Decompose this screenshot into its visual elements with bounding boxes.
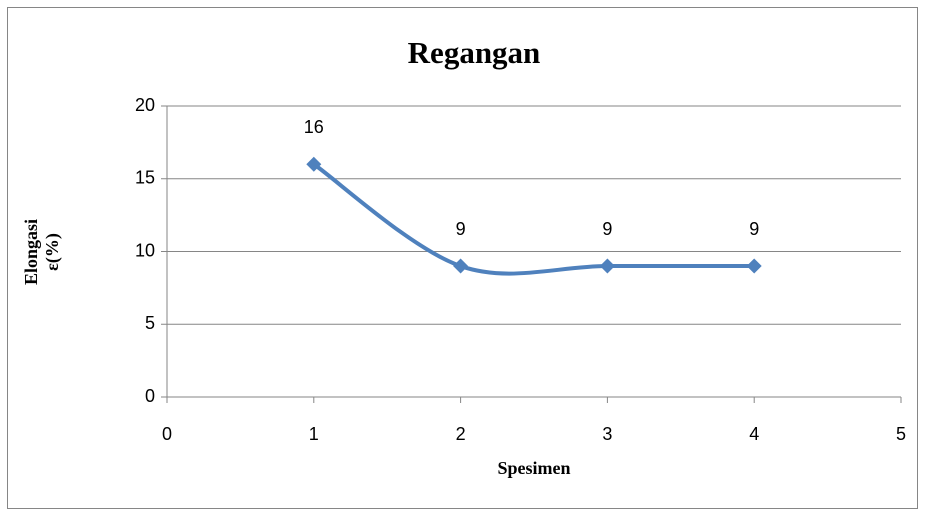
x-tick-label: 1: [309, 424, 319, 444]
y-tick-label: 10: [135, 240, 155, 260]
y-tick-label: 0: [145, 386, 155, 406]
chart-title: Regangan: [408, 35, 541, 70]
x-axis-label: Spesimen: [497, 458, 570, 478]
data-label: 9: [456, 219, 466, 239]
data-label: 16: [304, 117, 324, 137]
x-tick-label: 4: [749, 424, 759, 444]
y-tick-label: 20: [135, 95, 155, 115]
y-tick-label: 15: [135, 168, 155, 188]
data-label: 9: [602, 219, 612, 239]
marker: [453, 258, 469, 274]
y-axis-label: Elongasi: [21, 219, 41, 285]
series-line: [312, 162, 755, 276]
marker: [599, 258, 615, 274]
chart-frame: [7, 7, 918, 509]
x-tick-label: 2: [456, 424, 466, 444]
marker: [306, 156, 322, 172]
y-tick-label: 5: [145, 313, 155, 333]
x-tick-label: 0: [162, 424, 172, 444]
y-axis-label: ε(%): [42, 233, 63, 271]
x-tick-label: 3: [602, 424, 612, 444]
marker: [746, 258, 762, 274]
data-label: 9: [749, 219, 759, 239]
x-tick-label: 5: [896, 424, 906, 444]
